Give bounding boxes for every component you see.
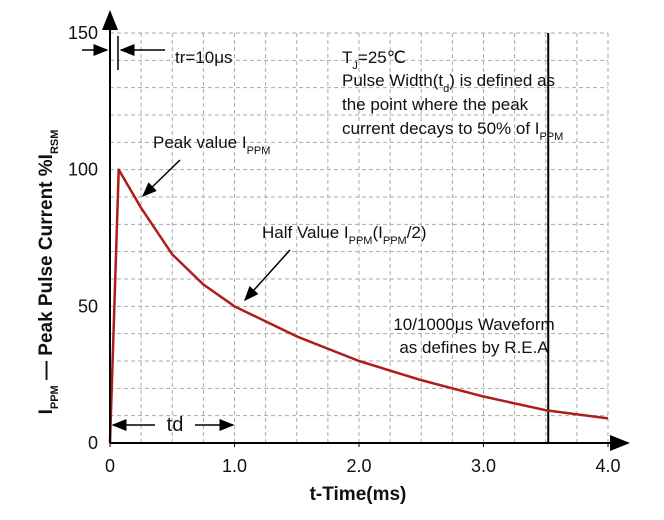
annotation: td (167, 414, 184, 436)
annotation-part: the point where the peak (342, 95, 529, 114)
annotation: Peak value IPPM (153, 133, 270, 157)
annotation-part: Half Value I (262, 223, 349, 242)
annotation-part: J (352, 60, 358, 72)
annotation-part: PPM (247, 145, 271, 157)
annotation-part: PPM (383, 235, 407, 247)
annotation-part: Peak value I (153, 133, 247, 152)
annotation: 10/1000μs Waveform (393, 315, 554, 334)
annotation-part: current decays to 50% of I (342, 119, 540, 138)
waveform-line (108, 168, 609, 444)
x-tick-label: 4.0 (595, 456, 620, 476)
annotation-part: /2) (407, 223, 427, 242)
y-axis-label-part: I (36, 409, 57, 414)
annotation: tr=10μs (175, 48, 233, 67)
annotation: TJ=25℃ (342, 48, 406, 72)
y-tick-label: 150 (68, 23, 98, 43)
annotation-part: d (443, 83, 449, 95)
annotation-part: as defines by R.E.A (399, 338, 549, 357)
y-axis-label-part: RSM (49, 130, 61, 154)
x-axis-label: t-Time(ms) (310, 484, 407, 505)
annotation-part: PPM (540, 131, 564, 143)
annotation-part: tr=10μs (175, 48, 233, 67)
annotation-part: Pulse Width(t (342, 71, 443, 90)
x-tick-label: 2.0 (346, 456, 371, 476)
x-tick-label: 0 (105, 456, 115, 476)
annotation-part: ) is defined as (449, 71, 555, 90)
annotation: Half Value IPPM(IPPM/2) (262, 223, 427, 247)
annotation: the point where the peak (342, 95, 529, 114)
x-tick-label: 1.0 (222, 456, 247, 476)
x-tick-label: 3.0 (471, 456, 496, 476)
y-tick-label: 50 (78, 296, 98, 316)
pointer-arrow (243, 249, 291, 302)
annotation-part: td (167, 414, 184, 436)
y-axis-label: IPPM — Peak Pulse Current %IRSM (36, 130, 61, 415)
y-axis-label-part: — Peak Pulse Current %I (36, 154, 57, 385)
annotation-part: T (342, 48, 352, 67)
annotation-part: 10/1000μs Waveform (393, 315, 554, 334)
annotation-part: (I (372, 223, 382, 242)
annotation: current decays to 50% of IPPM (342, 119, 563, 143)
annotation: as defines by R.E.A (399, 338, 549, 357)
y-tick-label: 100 (68, 160, 98, 180)
y-axis-label-part: PPM (49, 385, 61, 409)
annotation: Pulse Width(td) is defined as (342, 71, 555, 95)
y-tick-label: 0 (88, 433, 98, 453)
annotation-part: PPM (349, 235, 373, 247)
pointer-arrow (141, 159, 181, 198)
annotation-part: =25℃ (358, 48, 406, 67)
